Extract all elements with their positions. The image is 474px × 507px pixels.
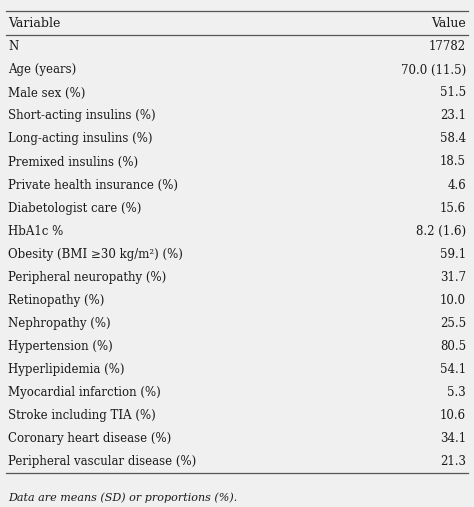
Text: 5.3: 5.3 xyxy=(447,385,466,399)
Text: Private health insurance (%): Private health insurance (%) xyxy=(8,178,178,192)
Text: Obesity (BMI ≥30 kg/m²) (%): Obesity (BMI ≥30 kg/m²) (%) xyxy=(8,247,183,261)
Text: N: N xyxy=(8,41,18,54)
Text: 31.7: 31.7 xyxy=(440,271,466,283)
Text: 59.1: 59.1 xyxy=(440,247,466,261)
Text: 10.6: 10.6 xyxy=(440,409,466,421)
Text: Peripheral vascular disease (%): Peripheral vascular disease (%) xyxy=(8,454,196,467)
Text: Peripheral neuropathy (%): Peripheral neuropathy (%) xyxy=(8,271,166,283)
Text: 15.6: 15.6 xyxy=(440,201,466,214)
Text: Diabetologist care (%): Diabetologist care (%) xyxy=(8,201,141,214)
Text: Hyperlipidemia (%): Hyperlipidemia (%) xyxy=(8,363,125,376)
Text: 17782: 17782 xyxy=(429,41,466,54)
Text: 18.5: 18.5 xyxy=(440,156,466,168)
Text: Myocardial infarction (%): Myocardial infarction (%) xyxy=(8,385,161,399)
Text: 58.4: 58.4 xyxy=(440,132,466,146)
Text: Age (years): Age (years) xyxy=(8,63,76,77)
Text: 21.3: 21.3 xyxy=(440,454,466,467)
Text: 80.5: 80.5 xyxy=(440,340,466,352)
Text: Variable: Variable xyxy=(8,17,60,30)
Text: Hypertension (%): Hypertension (%) xyxy=(8,340,113,352)
Text: Nephropathy (%): Nephropathy (%) xyxy=(8,316,111,330)
Text: 4.6: 4.6 xyxy=(447,178,466,192)
Text: Stroke including TIA (%): Stroke including TIA (%) xyxy=(8,409,156,421)
Text: 25.5: 25.5 xyxy=(440,316,466,330)
Text: 70.0 (11.5): 70.0 (11.5) xyxy=(401,63,466,77)
Text: Value: Value xyxy=(431,17,466,30)
Text: 34.1: 34.1 xyxy=(440,431,466,445)
Text: 10.0: 10.0 xyxy=(440,294,466,307)
Text: Short-acting insulins (%): Short-acting insulins (%) xyxy=(8,110,155,123)
Text: 23.1: 23.1 xyxy=(440,110,466,123)
Text: 54.1: 54.1 xyxy=(440,363,466,376)
Text: Retinopathy (%): Retinopathy (%) xyxy=(8,294,104,307)
Text: Male sex (%): Male sex (%) xyxy=(8,87,85,99)
Text: Coronary heart disease (%): Coronary heart disease (%) xyxy=(8,431,171,445)
Text: 51.5: 51.5 xyxy=(440,87,466,99)
Text: Long-acting insulins (%): Long-acting insulins (%) xyxy=(8,132,153,146)
Text: Premixed insulins (%): Premixed insulins (%) xyxy=(8,156,138,168)
Text: 8.2 (1.6): 8.2 (1.6) xyxy=(416,225,466,237)
Text: Data are means (SD) or proportions (%).: Data are means (SD) or proportions (%). xyxy=(8,493,237,503)
Text: HbA1c %: HbA1c % xyxy=(8,225,64,237)
